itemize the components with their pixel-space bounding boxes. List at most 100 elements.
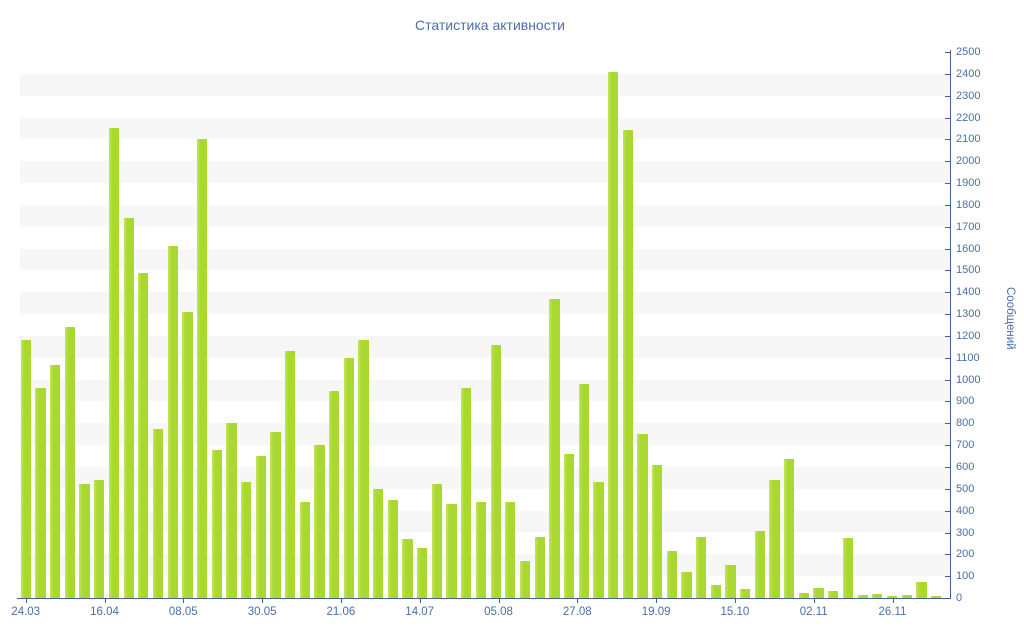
bar[interactable]: [754, 531, 766, 598]
bar[interactable]: [622, 129, 633, 598]
bar[interactable]: [563, 453, 575, 598]
grid-stripe: [20, 161, 950, 183]
grid-stripe: [20, 379, 950, 402]
bar[interactable]: [593, 482, 604, 598]
y-tick-label: 100: [956, 570, 975, 583]
bar[interactable]: [857, 594, 868, 598]
bar[interactable]: [314, 445, 325, 598]
bar[interactable]: [519, 560, 531, 598]
y-tick-mark: [945, 554, 950, 556]
bar[interactable]: [196, 139, 208, 598]
bar[interactable]: [710, 584, 722, 598]
bar[interactable]: [284, 351, 296, 598]
bar[interactable]: [167, 246, 178, 598]
bar[interactable]: [64, 327, 76, 598]
bar[interactable]: [417, 547, 428, 598]
bar[interactable]: [475, 501, 487, 598]
bar[interactable]: [182, 311, 193, 598]
bar[interactable]: [901, 594, 912, 598]
bar[interactable]: [211, 449, 222, 598]
bar[interactable]: [79, 484, 90, 598]
y-tick-mark: [945, 423, 950, 425]
bar[interactable]: [549, 298, 560, 598]
x-tick-label: 02.11: [799, 606, 828, 618]
bar[interactable]: [798, 592, 810, 598]
x-tick-label: 19.09: [641, 606, 671, 618]
bar[interactable]: [373, 488, 384, 598]
bar[interactable]: [329, 390, 340, 598]
bar[interactable]: [402, 539, 413, 598]
bar[interactable]: [240, 482, 252, 598]
y-tick-mark: [945, 270, 950, 272]
bar[interactable]: [446, 504, 457, 598]
y-tick-mark: [945, 467, 950, 468]
y-tick-label: 500: [956, 482, 975, 495]
bar[interactable]: [769, 480, 780, 598]
y-tick-label: 0: [956, 592, 963, 604]
x-tick-mark: [498, 599, 500, 603]
bar[interactable]: [20, 340, 32, 598]
bar[interactable]: [108, 128, 120, 598]
y-tick-mark: [945, 314, 950, 316]
bar[interactable]: [872, 593, 883, 598]
y-tick-label: 1300: [956, 308, 981, 321]
bar[interactable]: [270, 432, 281, 598]
bar[interactable]: [255, 456, 266, 598]
bar[interactable]: [138, 272, 149, 598]
y-tick-label: 2500: [956, 46, 981, 58]
bar[interactable]: [916, 581, 927, 598]
bar[interactable]: [681, 571, 692, 598]
bar[interactable]: [123, 218, 134, 598]
bar[interactable]: [358, 340, 369, 598]
bar[interactable]: [637, 434, 648, 598]
x-tick-mark: [183, 599, 185, 603]
bar[interactable]: [666, 551, 677, 598]
y-tick-mark: [945, 226, 950, 228]
bar[interactable]: [490, 344, 501, 598]
y-tick-label: 600: [956, 461, 975, 473]
bar[interactable]: [696, 536, 707, 598]
x-tick-label: 27.08: [562, 606, 592, 618]
bar[interactable]: [226, 423, 237, 598]
bar[interactable]: [607, 71, 619, 598]
y-tick-mark: [945, 204, 950, 206]
y-tick-label: 1000: [956, 373, 981, 386]
x-tick-label: 05.08: [484, 606, 513, 618]
y-tick-mark: [945, 248, 950, 250]
y-tick-label: 2300: [956, 89, 981, 102]
bar[interactable]: [813, 588, 824, 598]
y-tick-mark: [945, 161, 950, 163]
bar[interactable]: [461, 388, 472, 598]
bar[interactable]: [784, 459, 795, 598]
x-tick-mark: [104, 599, 106, 603]
bar[interactable]: [505, 501, 516, 598]
x-tick-mark: [656, 599, 658, 603]
x-tick-mark: [813, 599, 815, 603]
y-tick-mark: [945, 401, 950, 403]
bar[interactable]: [828, 591, 839, 598]
y-tick-label: 700: [956, 439, 975, 452]
bar[interactable]: [94, 480, 105, 598]
bar[interactable]: [886, 595, 898, 598]
bar[interactable]: [725, 565, 736, 598]
bar[interactable]: [930, 595, 942, 598]
y-tick-label: 1400: [956, 286, 981, 299]
bar[interactable]: [740, 589, 751, 598]
bar[interactable]: [578, 384, 589, 598]
bar[interactable]: [534, 536, 545, 598]
bar[interactable]: [842, 537, 854, 598]
bar[interactable]: [343, 357, 355, 598]
bar[interactable]: [299, 501, 310, 598]
bar[interactable]: [152, 428, 164, 598]
x-tick-label: 08.05: [168, 606, 198, 618]
grid-stripe: [20, 467, 950, 489]
bar[interactable]: [35, 388, 46, 598]
y-tick-label: 1600: [956, 242, 981, 255]
bar[interactable]: [387, 499, 399, 598]
bar[interactable]: [431, 484, 443, 598]
y-tick-mark: [945, 357, 950, 359]
bar[interactable]: [651, 464, 663, 598]
bar[interactable]: [50, 365, 61, 598]
y-tick-label: 1500: [956, 264, 981, 277]
x-tick-label: 16.04: [90, 606, 119, 618]
